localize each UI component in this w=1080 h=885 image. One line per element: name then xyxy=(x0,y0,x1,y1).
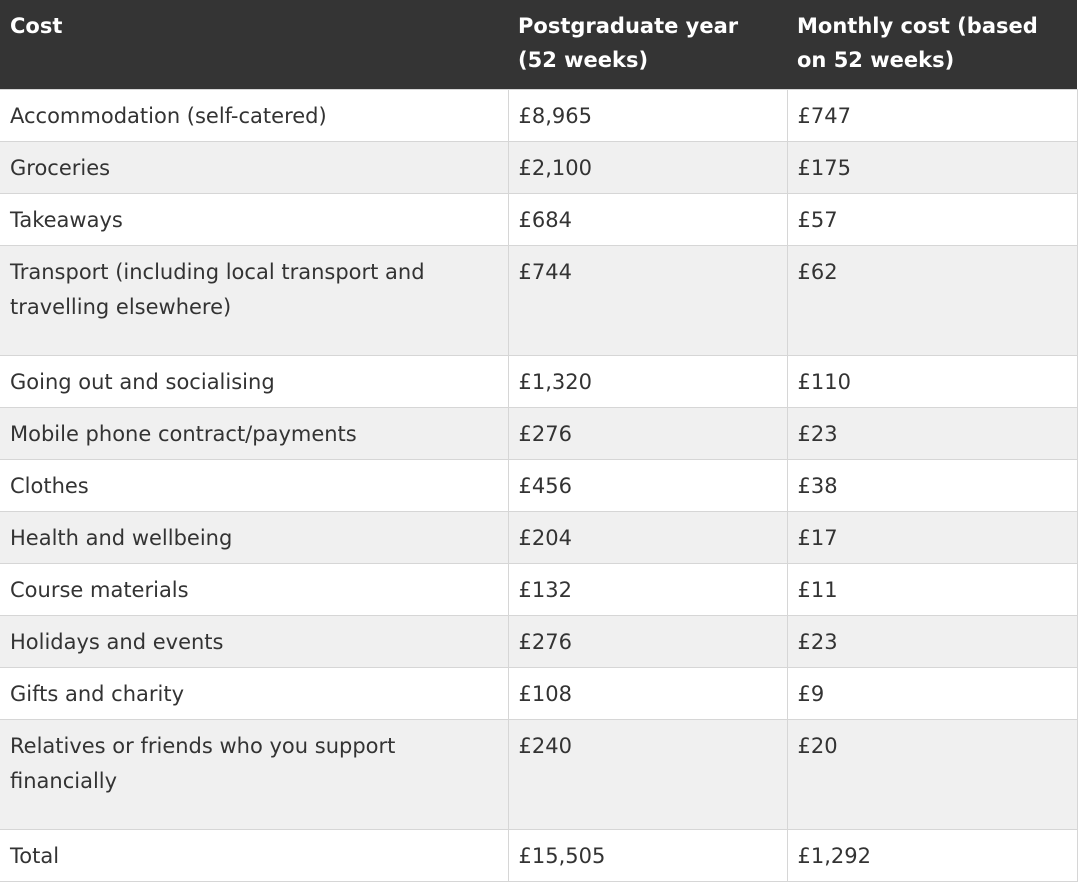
cell-monthly: £11 xyxy=(786,563,1078,616)
table-row: Mobile phone contract/payments £276 £23 xyxy=(0,407,1078,460)
cell-monthly: £57 xyxy=(786,193,1078,246)
cell-monthly: £175 xyxy=(786,141,1078,194)
cell-cost: Health and wellbeing xyxy=(0,511,509,564)
cell-cost: Gifts and charity xyxy=(0,667,509,720)
cell-cost: Mobile phone contract/payments xyxy=(0,407,509,460)
cell-monthly: £9 xyxy=(786,667,1078,720)
table-row: Going out and socialising £1,320 £110 xyxy=(0,355,1078,408)
cell-year: £276 xyxy=(507,615,788,668)
cell-year: £456 xyxy=(507,459,788,512)
cell-year: £744 xyxy=(507,245,788,356)
table-row: Clothes £456 £38 xyxy=(0,459,1078,512)
total-row: Total £15,505 £1,292 xyxy=(0,829,1078,882)
header-monthly-cost: Monthly cost (based on 52 weeks) xyxy=(787,0,1077,90)
cell-monthly: £38 xyxy=(786,459,1078,512)
cell-cost: Accommodation (self-catered) xyxy=(0,89,509,142)
cell-monthly: £23 xyxy=(786,407,1078,460)
cell-cost: Clothes xyxy=(0,459,509,512)
cell-monthly: £20 xyxy=(786,719,1078,830)
cell-year: £1,320 xyxy=(507,355,788,408)
cell-cost: Holidays and events xyxy=(0,615,509,668)
cell-cost: Relatives or friends who you support fin… xyxy=(0,719,509,830)
table-body: Accommodation (self-catered) £8,965 £747… xyxy=(0,89,1078,882)
table-header: Cost Postgraduate year (52 weeks) Monthl… xyxy=(0,0,1077,90)
cell-total-monthly: £1,292 xyxy=(786,829,1078,882)
cell-total-label: Total xyxy=(0,829,509,882)
header-row: Cost Postgraduate year (52 weeks) Monthl… xyxy=(0,0,1077,90)
header-postgraduate-year: Postgraduate year (52 weeks) xyxy=(508,0,787,90)
cell-monthly: £23 xyxy=(786,615,1078,668)
cell-cost: Takeaways xyxy=(0,193,509,246)
table-row: Accommodation (self-catered) £8,965 £747 xyxy=(0,89,1078,142)
table-row: Groceries £2,100 £175 xyxy=(0,141,1078,194)
cell-cost: Groceries xyxy=(0,141,509,194)
cell-monthly: £17 xyxy=(786,511,1078,564)
table-row: Takeaways £684 £57 xyxy=(0,193,1078,246)
table-row: Course materials £132 £11 xyxy=(0,563,1078,616)
cell-year: £204 xyxy=(507,511,788,564)
cell-cost: Course materials xyxy=(0,563,509,616)
cell-total-year: £15,505 xyxy=(507,829,788,882)
header-cost: Cost xyxy=(0,0,508,90)
cell-year: £132 xyxy=(507,563,788,616)
cell-monthly: £62 xyxy=(786,245,1078,356)
cell-cost: Going out and socialising xyxy=(0,355,509,408)
cell-monthly: £110 xyxy=(786,355,1078,408)
table-row: Health and wellbeing £204 £17 xyxy=(0,511,1078,564)
cell-year: £276 xyxy=(507,407,788,460)
cell-year: £2,100 xyxy=(507,141,788,194)
cell-year: £108 xyxy=(507,667,788,720)
cell-year: £8,965 xyxy=(507,89,788,142)
cell-monthly: £747 xyxy=(786,89,1078,142)
cell-cost: Transport (including local transport and… xyxy=(0,245,509,356)
table-row: Transport (including local transport and… xyxy=(0,245,1078,356)
cell-year: £240 xyxy=(507,719,788,830)
table-row: Gifts and charity £108 £9 xyxy=(0,667,1078,720)
table-row: Holidays and events £276 £23 xyxy=(0,615,1078,668)
cell-year: £684 xyxy=(507,193,788,246)
table-row: Relatives or friends who you support fin… xyxy=(0,719,1078,830)
